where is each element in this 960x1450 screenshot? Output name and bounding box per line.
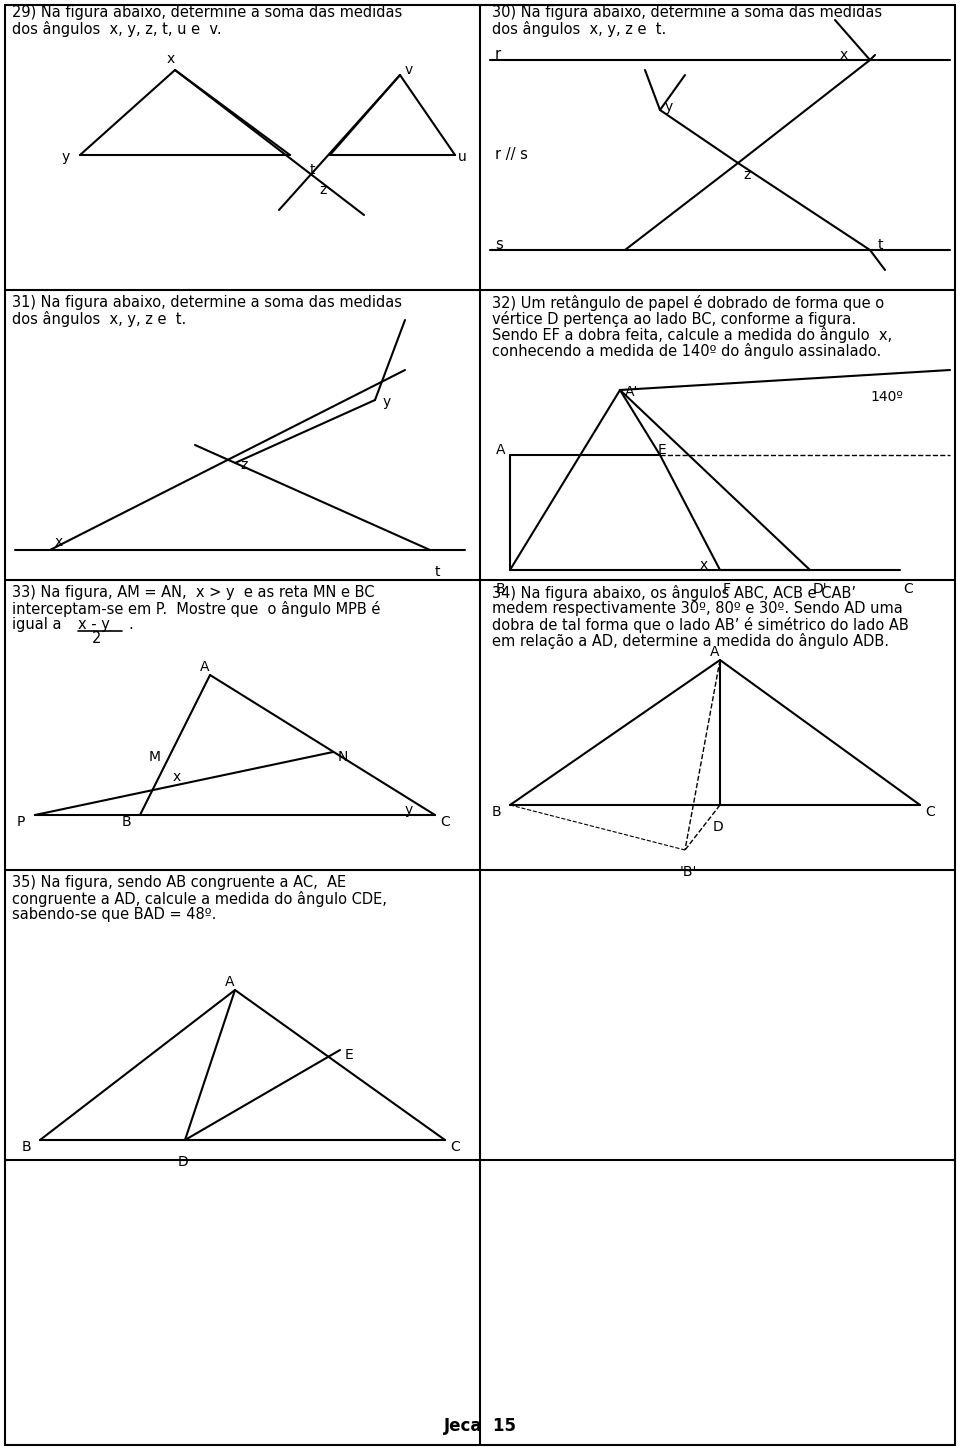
Text: E: E [345,1048,353,1061]
Text: z: z [240,458,248,473]
Text: y: y [62,149,70,164]
Text: x - y: x - y [78,618,109,632]
Text: E: E [658,444,667,457]
Text: 'B': 'B' [680,866,697,879]
Text: C: C [440,815,449,829]
Text: 30) Na figura abaixo, determine a soma das medidas: 30) Na figura abaixo, determine a soma d… [492,4,882,20]
Text: B: B [122,815,132,829]
Text: t: t [435,566,441,579]
Text: D: D [178,1156,188,1169]
Text: sabendo-se que BAD = 48º.: sabendo-se que BAD = 48º. [12,908,216,922]
Text: r: r [495,46,501,62]
Text: A: A [495,444,505,457]
Text: x: x [840,48,849,62]
Text: 32) Um retângulo de papel é dobrado de forma que o: 32) Um retângulo de papel é dobrado de f… [492,294,884,310]
Text: x: x [55,535,63,550]
Text: 140º: 140º [870,390,902,405]
Text: t: t [310,162,316,177]
Text: B: B [495,581,505,596]
Text: C: C [903,581,913,596]
Text: y: y [665,100,673,115]
Text: A: A [201,660,209,674]
Text: dos ângulos  x, y, z, t, u e  v.: dos ângulos x, y, z, t, u e v. [12,20,222,38]
Text: 31) Na figura abaixo, determine a soma das medidas: 31) Na figura abaixo, determine a soma d… [12,294,402,310]
Text: D: D [712,821,724,834]
Text: x: x [167,52,176,67]
Text: F: F [723,581,731,596]
Text: 29) Na figura abaixo, determine a soma das medidas: 29) Na figura abaixo, determine a soma d… [12,4,402,20]
Text: congruente a AD, calcule a medida do ângulo CDE,: congruente a AD, calcule a medida do âng… [12,890,387,908]
Text: dos ângulos  x, y, z e  t.: dos ângulos x, y, z e t. [12,310,186,328]
Text: u: u [458,149,467,164]
Text: .: . [128,618,132,632]
Text: dos ângulos  x, y, z e  t.: dos ângulos x, y, z e t. [492,20,666,38]
Text: interceptam-se em P.  Mostre que  o ângulo MPB é: interceptam-se em P. Mostre que o ângulo… [12,600,380,618]
Text: dobra de tal forma que o lado AB’ é simétrico do lado AB: dobra de tal forma que o lado AB’ é simé… [492,618,909,634]
Text: y: y [405,803,413,816]
Text: 2: 2 [92,631,102,647]
Text: P: P [17,815,25,829]
Text: r // s: r // s [495,146,528,162]
Text: 35) Na figura, sendo AB congruente a AC,  AE: 35) Na figura, sendo AB congruente a AC,… [12,874,347,890]
Text: y: y [383,394,392,409]
Text: s: s [495,236,503,252]
Text: z: z [319,183,326,197]
Text: medem respectivamente 30º, 80º e 30º. Sendo AD uma: medem respectivamente 30º, 80º e 30º. Se… [492,600,902,616]
Text: B: B [492,805,502,819]
Text: conhecendo a medida de 140º do ângulo assinalado.: conhecendo a medida de 140º do ângulo as… [492,344,881,360]
Text: Jeca  15: Jeca 15 [444,1417,516,1435]
Text: B: B [22,1140,32,1154]
Text: vértice D pertença ao lado BC, conforme a figura.: vértice D pertença ao lado BC, conforme … [492,310,856,328]
Text: M: M [149,750,161,764]
Text: igual a: igual a [12,618,61,632]
Text: em relação a AD, determine a medida do ângulo ADB.: em relação a AD, determine a medida do â… [492,634,889,650]
Text: C: C [925,805,935,819]
Text: N: N [338,750,348,764]
Text: C: C [450,1140,460,1154]
Text: A: A [710,645,720,658]
Text: 33) Na figura, AM = AN,  x > y  e as reta MN e BC: 33) Na figura, AM = AN, x > y e as reta … [12,584,374,600]
Text: D': D' [813,581,828,596]
Text: v: v [405,62,413,77]
Text: t: t [878,238,883,252]
Text: x: x [173,770,181,784]
Text: A': A' [625,386,638,399]
Text: Sendo EF a dobra feita, calcule a medida do ângulo  x,: Sendo EF a dobra feita, calcule a medida… [492,328,892,344]
Text: x: x [700,558,708,571]
Text: A: A [226,974,235,989]
Text: 34) Na figura abaixo, os ângulos ABC, ACB e CAB’: 34) Na figura abaixo, os ângulos ABC, AC… [492,584,856,600]
Text: z: z [743,168,751,183]
